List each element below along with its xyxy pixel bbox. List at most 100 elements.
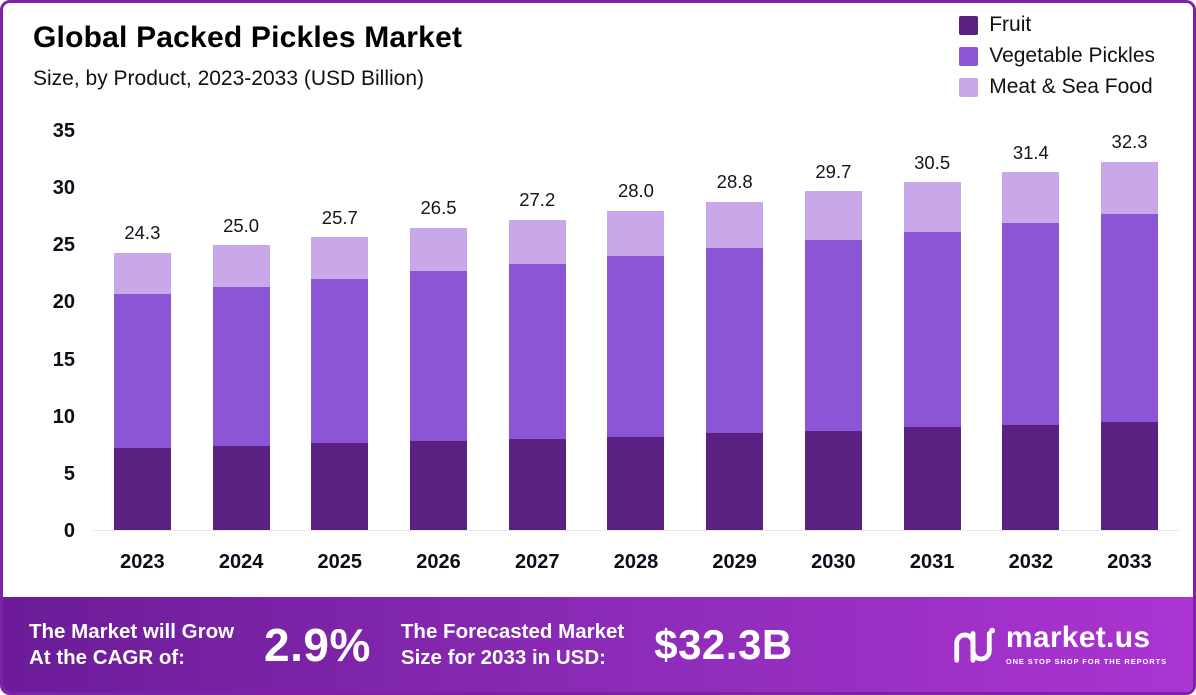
legend-swatch	[959, 15, 979, 35]
cagr-value: 2.9%	[264, 618, 371, 671]
forecast-value: $32.3B	[654, 620, 793, 668]
marketus-logo-wordmark: market.us One Stop Shop For The Reports	[1005, 621, 1167, 667]
marketus-logo-text: market.us	[1005, 621, 1151, 654]
bar-group: 28.0 2028	[607, 131, 665, 573]
bar-value-label: 28.8	[716, 171, 753, 193]
bar-value-label: 28.0	[617, 180, 654, 202]
bar-segment-fruit	[113, 447, 171, 530]
y-tick-label: 10	[52, 405, 75, 428]
bar-segment-vegetable-pickles	[410, 271, 468, 442]
x-axis-label: 2030	[811, 551, 856, 573]
bar-segment-fruit	[212, 445, 270, 530]
bar-stack	[1101, 131, 1159, 530]
marketus-logo: market.us One Stop Shop For The Reports	[950, 622, 1167, 668]
bar-segment-vegetable-pickles	[903, 232, 961, 428]
y-tick-label: 35	[52, 120, 75, 142]
y-tick-label: 30	[52, 177, 75, 200]
x-axis-label: 2029	[712, 551, 757, 573]
chart-subtitle: Size, by Product, 2023-2033 (USD Billion…	[33, 67, 425, 90]
bar-segment-meat-sea-food	[706, 201, 764, 249]
bar-stack	[410, 131, 468, 530]
bar-stack	[607, 131, 665, 530]
bar-segment-fruit	[706, 433, 764, 530]
bar-segment-meat-sea-food	[607, 210, 665, 257]
legend-swatch	[959, 77, 979, 97]
cagr-label-line2: At the CAGR of:	[29, 645, 186, 669]
legend-label: Fruit	[989, 13, 1032, 36]
x-axis-label: 2033	[1107, 551, 1152, 573]
bar-group: 30.5 2031	[903, 131, 961, 573]
bar-segment-fruit	[1002, 425, 1060, 530]
footer-banner: The Market will Grow At the CAGR of: 2.9…	[3, 597, 1193, 692]
bar-segment-meat-sea-food	[903, 182, 961, 233]
bar-value-label: 25.0	[223, 214, 260, 236]
bar-segment-meat-sea-food	[113, 253, 171, 295]
legend-label: Meat & Sea Food	[989, 75, 1153, 98]
bar-group: 25.0 2024	[212, 131, 270, 573]
bar-segment-meat-sea-food	[508, 219, 566, 265]
bar-segment-meat-sea-food	[1002, 172, 1060, 224]
bar-segment-fruit	[508, 438, 566, 530]
bar-segment-vegetable-pickles	[1101, 214, 1159, 422]
bar-group: 29.7 2030	[804, 131, 862, 573]
y-tick-label: 15	[52, 348, 75, 371]
bar-segment-fruit	[410, 441, 468, 530]
x-axis-label: 2025	[317, 551, 363, 573]
bar-value-label: 32.3	[1111, 131, 1148, 153]
bar-segment-meat-sea-food	[212, 245, 270, 288]
bar-stack	[508, 131, 566, 530]
bar-segment-fruit	[804, 430, 862, 530]
legend: Fruit Vegetable Pickles Meat & Sea Food	[959, 13, 1155, 106]
chart-header: Global Packed Pickles Market Size, by Pr…	[33, 21, 462, 91]
legend-item: Meat & Sea Food	[959, 75, 1155, 99]
bar-segment-vegetable-pickles	[508, 264, 566, 439]
bar-value-label: 29.7	[815, 160, 852, 182]
bar-stack	[113, 131, 171, 530]
bar-segment-vegetable-pickles	[212, 287, 270, 446]
bar-group: 27.2 2027	[508, 131, 566, 573]
x-axis-label: 2028	[613, 551, 659, 573]
bar-stack	[212, 131, 270, 530]
x-axis-label: 2023	[120, 551, 165, 573]
bar-value-label: 26.5	[420, 197, 457, 219]
x-axis-label: 2032	[1008, 551, 1054, 573]
forecast-label-line2: Size for 2033 in USD:	[400, 645, 606, 669]
bar-value-label: 24.3	[124, 222, 161, 244]
y-tick-label: 0	[63, 520, 75, 542]
bar-group: 24.3 2023	[113, 131, 171, 573]
forecast-label: The Forecasted Market Size for 2033 in U…	[401, 619, 624, 670]
legend-swatch	[959, 46, 979, 66]
bar-stack	[706, 131, 764, 530]
bar-stack	[311, 131, 369, 530]
chart-title: Global Packed Pickles Market	[33, 21, 463, 54]
bar-segment-vegetable-pickles	[311, 279, 369, 444]
bar-value-label: 31.4	[1012, 141, 1049, 163]
x-axis-label: 2027	[514, 551, 560, 573]
bar-segment-fruit	[311, 443, 369, 530]
bar-value-label: 25.7	[321, 206, 358, 228]
legend-item: Vegetable Pickles	[959, 44, 1155, 68]
legend-label: Vegetable Pickles	[989, 44, 1155, 67]
y-tick-label: 20	[52, 291, 75, 314]
x-axis-label: 2031	[909, 551, 955, 573]
y-tick-label: 5	[63, 462, 75, 485]
bar-stack	[804, 131, 862, 530]
bar-stack	[903, 131, 961, 530]
bar-segment-meat-sea-food	[804, 191, 862, 241]
x-axis-label: 2026	[416, 551, 461, 573]
plot-area: 0 5 10 15 20 25 30 35 24.3 2023 25.0 2024 25.7 2025 2…	[33, 121, 1179, 573]
bar-group: 25.7 2025	[311, 131, 369, 573]
bar-value-label: 27.2	[519, 189, 556, 211]
cagr-label: The Market will Grow At the CAGR of:	[29, 619, 234, 670]
marketus-logo-tagline: One Stop Shop For The Reports	[1005, 657, 1167, 666]
bar-segment-vegetable-pickles	[113, 294, 171, 448]
bar-segment-meat-sea-food	[311, 237, 369, 280]
y-axis: 0 5 10 15 20 25 30 35	[33, 121, 81, 541]
bar-group: 28.8 2029	[706, 131, 764, 573]
bar-segment-fruit	[607, 436, 665, 530]
cagr-label-line1: The Market will Grow	[29, 619, 235, 643]
bar-value-label: 30.5	[914, 151, 951, 173]
forecast-label-line1: The Forecasted Market	[400, 619, 625, 643]
bars-container: 24.3 2023 25.0 2024 25.7 2025 26.5 2026 27.2 2027…	[93, 131, 1179, 573]
